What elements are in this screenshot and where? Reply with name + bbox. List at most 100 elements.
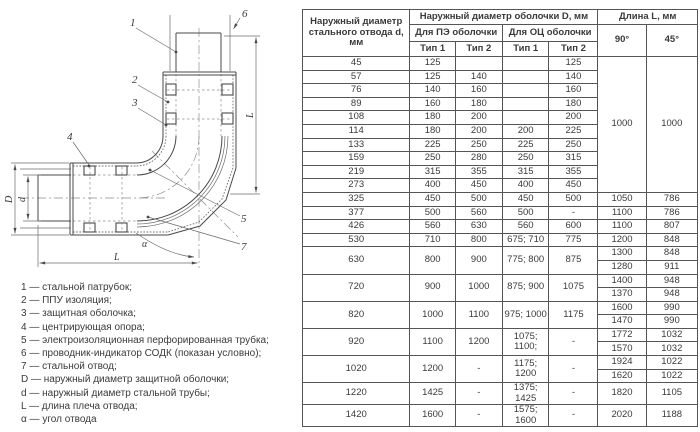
- cell-oc-type2: -: [548, 355, 599, 384]
- cell-d: 1420: [301, 404, 411, 427]
- cell-pe-type2: 560: [454, 205, 503, 221]
- cell-oc-type2: -: [548, 327, 599, 357]
- cell-oc-type1: [501, 110, 550, 125]
- dim-label-D: D: [4, 195, 15, 204]
- cell-oc-type1: 400: [501, 178, 550, 193]
- table-row: 720 900 1000 875; 900 1075 1400 948: [301, 273, 699, 302]
- cell-d: 530: [301, 232, 411, 248]
- legend-item: 6 — проводник-индикатор СОДК (показан ус…: [21, 348, 262, 360]
- cell-oc-type2: 180: [548, 96, 599, 112]
- cell-oc-type1: 450: [501, 191, 550, 207]
- cell-l90: 1100: [597, 219, 647, 234]
- callout-5: 5: [241, 213, 247, 225]
- cell-oc-type2: -: [548, 205, 599, 221]
- cell-oc-type1: 1575; 1600: [501, 404, 550, 427]
- header-45deg: 45°: [645, 24, 699, 57]
- callout-4: 4: [67, 131, 73, 143]
- cell-pe-type2: 160: [454, 83, 503, 98]
- dimension-angle: α: [135, 232, 195, 259]
- cell-oc-type1: 225: [501, 137, 550, 153]
- cell-l90: 1570: [597, 341, 647, 357]
- header-oc-type2: Тип 2: [548, 41, 599, 57]
- cell-pe-type2: 1200: [454, 327, 503, 357]
- cell-d: 133: [301, 137, 411, 153]
- table-row: 219 315 355 315 355: [301, 164, 698, 180]
- dim-label-L-right: L: [245, 112, 256, 119]
- callouts: 1 2 3 4 5 6 7: [67, 8, 248, 253]
- header-pe-type1: Тип 1: [409, 41, 456, 57]
- cell-pe-type1: 160: [409, 96, 456, 112]
- cell-l45: 1105: [645, 382, 699, 406]
- cell-pe-type2: 500: [454, 191, 503, 207]
- cell-d: 377: [301, 205, 411, 221]
- cell-l45: 807: [645, 219, 699, 234]
- legend-item: 7 — стальной отвод;: [21, 361, 117, 373]
- cell-pe-type2: 280: [454, 151, 503, 166]
- table-row: 820 1000 1100 975; 1000 1175 1600 990: [301, 300, 699, 329]
- cell-pe-type1: 560: [409, 219, 456, 234]
- cell-pe-type1: 1100: [409, 327, 456, 357]
- cell-l45: 848: [645, 246, 699, 261]
- cell-l45: 1022: [645, 355, 699, 370]
- table-row: 57 125 140 140: [301, 69, 698, 85]
- cell-pe-type1: 710: [409, 232, 456, 248]
- cell-pe-type2: -: [454, 404, 503, 427]
- dimensions-table: Наружный диаметр стального отвода d, мм …: [301, 9, 699, 427]
- legend: 1 — стальной патрубок; 2 — ППУ изоляция;…: [21, 281, 269, 426]
- cell-oc-type1: [501, 69, 550, 85]
- cell-oc-type2: 225: [548, 123, 599, 139]
- sodk-wires: [20, 15, 231, 229]
- cell-l45: 786: [645, 205, 699, 221]
- cell-pe-type1: 1600: [409, 404, 456, 427]
- cell-oc-type1: 250: [501, 151, 550, 166]
- cell-oc-type1: 1075; 1100;: [501, 327, 550, 357]
- cell-d: 89: [301, 96, 411, 112]
- legend-item: d — наружный диаметр стальной трубы;: [21, 387, 210, 399]
- cell-oc-type2: 200: [548, 110, 599, 125]
- cell-oc-type2: 250: [548, 137, 599, 153]
- table-body: 45 125 125 1000 1000 57 125 140 140 76 140 160 160 89…: [301, 56, 699, 427]
- cell-pe-type2: 250: [454, 137, 503, 153]
- cell-oc-type2: 450: [548, 178, 599, 193]
- cell-l90: 1000: [597, 56, 647, 193]
- cell-d: 159: [301, 151, 411, 166]
- callout-6: 6: [242, 8, 248, 20]
- cell-l90: 1300: [597, 246, 647, 261]
- legend-item: 4 — центрирующая опора;: [21, 321, 145, 333]
- cell-l45: 948: [645, 287, 699, 302]
- cell-pe-type1: 450: [409, 191, 456, 207]
- dim-label-d: d: [17, 196, 28, 202]
- cell-pe-type1: 180: [409, 123, 456, 139]
- cell-d: 720: [301, 273, 411, 302]
- casing: [69, 71, 237, 236]
- header-pe-shell: Для ПЭ оболочки: [409, 24, 503, 42]
- callout-7: 7: [241, 241, 247, 253]
- cell-l45: 990: [645, 300, 699, 316]
- table-row: 630 800 900 775; 800 875 1300 848: [301, 246, 699, 275]
- center-lines: [20, 28, 239, 268]
- cell-l90: 1772: [597, 327, 647, 343]
- elbow-diagram: D d L L α 1 2: [4, 8, 260, 268]
- dimensions-table-wrap: Наружный диаметр стального отвода d, мм …: [301, 9, 699, 427]
- cell-oc-type2: 125: [548, 56, 599, 71]
- cell-l45: 1022: [645, 368, 699, 384]
- table-row: 45 125 125 1000 1000: [301, 56, 699, 193]
- table-row: 1020 1200-1175; 1200-1924 1022: [301, 355, 699, 384]
- cell-pe-type1: 1200: [409, 355, 456, 384]
- table-row: 1280 911: [303, 259, 699, 275]
- cell-oc-type1: 675; 710: [501, 232, 550, 248]
- cell-pe-type1: 225: [409, 137, 456, 153]
- cell-l90: 1470: [597, 314, 647, 329]
- cell-oc-type2: -: [548, 404, 599, 427]
- header-length: Длина L, мм: [597, 9, 698, 25]
- header-oc-shell: Для ОЦ оболочки: [501, 24, 599, 42]
- cell-l45: 911: [645, 259, 699, 275]
- cell-l45: 948: [645, 273, 699, 289]
- cell-l45: 990: [645, 314, 699, 329]
- cell-oc-type2: 1075: [548, 273, 599, 302]
- cell-oc-type2: 355: [548, 164, 599, 180]
- table-row: 920 1100 1200 1075; 1100; -1772 1032: [301, 327, 699, 357]
- cell-oc-type1: 560: [501, 219, 550, 234]
- cell-pe-type1: 800: [409, 246, 456, 275]
- cell-pe-type1: 125: [409, 56, 456, 71]
